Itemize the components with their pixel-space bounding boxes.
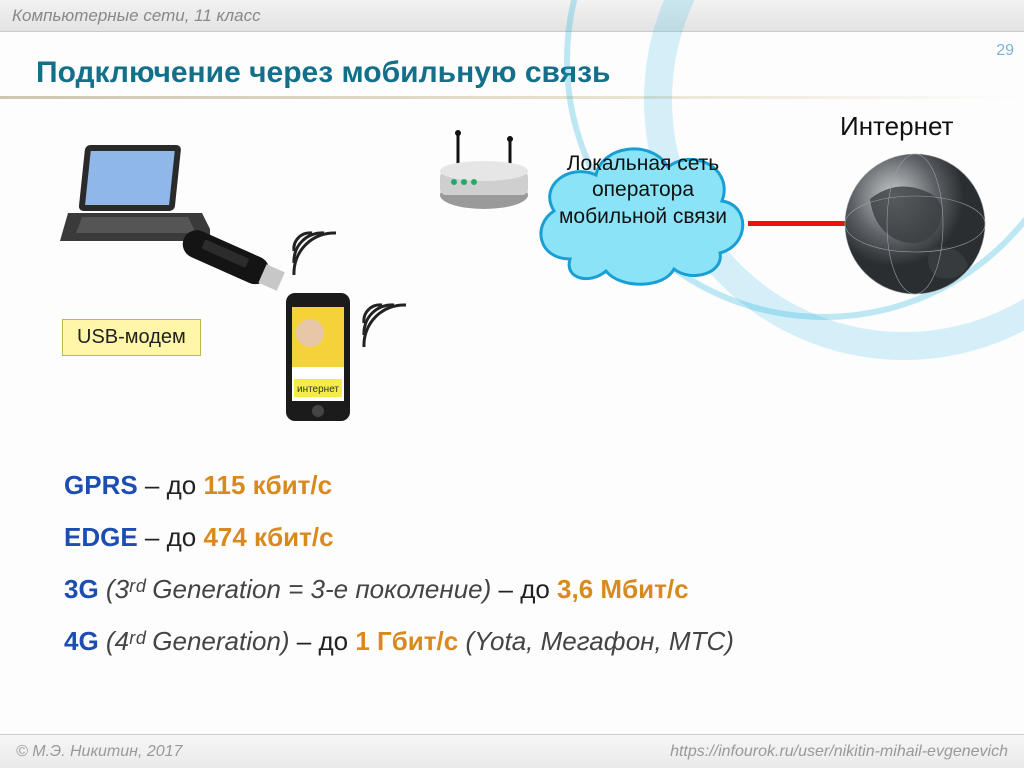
- tech-trailing: (Yota, Мегафон, МТС): [458, 626, 734, 656]
- list-item: 3G (3ʳᵈ Generation = 3-е поколение) – до…: [64, 563, 1024, 615]
- tech-value: 1 Гбит/с: [355, 626, 458, 656]
- tech-name: EDGE: [64, 522, 138, 552]
- wifi-icon: [288, 227, 344, 283]
- tech-name: 4G: [64, 626, 99, 656]
- wifi-icon: [358, 299, 414, 355]
- tech-value: 115 кбит/с: [203, 470, 332, 500]
- diagram: USB-модем интернет Локальная: [0, 99, 1024, 419]
- globe-icon: [840, 149, 990, 299]
- slide-number: 29: [996, 42, 1014, 60]
- breadcrumb: Компьютерные сети, 11 класс: [12, 6, 261, 26]
- router-icon: [434, 129, 534, 219]
- tech-value: 474 кбит/с: [203, 522, 333, 552]
- copyright: © М.Э. Никитин, 2017: [16, 743, 182, 761]
- list-item: EDGE – до 474 кбит/с: [64, 511, 1024, 563]
- svg-text:интернет: интернет: [297, 384, 339, 395]
- technology-list: GPRS – до 115 кбит/с EDGE – до 474 кбит/…: [64, 459, 1024, 667]
- tech-note: (3ʳᵈ Generation = 3-е поколение): [99, 574, 492, 604]
- footer-link: https://infourok.ru/user/nikitin-mihail-…: [670, 743, 1008, 761]
- list-item: GPRS – до 115 кбит/с: [64, 459, 1024, 511]
- tech-name: 3G: [64, 574, 99, 604]
- footer: © М.Э. Никитин, 2017 https://infourok.ru…: [0, 734, 1024, 768]
- tech-note: (4ʳᵈ Generation): [99, 626, 290, 656]
- cloud-label: Локальная сеть оператора мобильной связи: [548, 151, 738, 230]
- list-item: 4G (4ʳᵈ Generation) – до 1 Гбит/с (Yota,…: [64, 615, 1024, 667]
- tech-name: GPRS: [64, 470, 138, 500]
- internet-label: Интернет: [840, 111, 953, 142]
- smartphone-icon: интернет: [280, 289, 360, 429]
- usb-modem-label: USB-модем: [62, 319, 201, 356]
- tech-value: 3,6 Мбит/с: [557, 574, 689, 604]
